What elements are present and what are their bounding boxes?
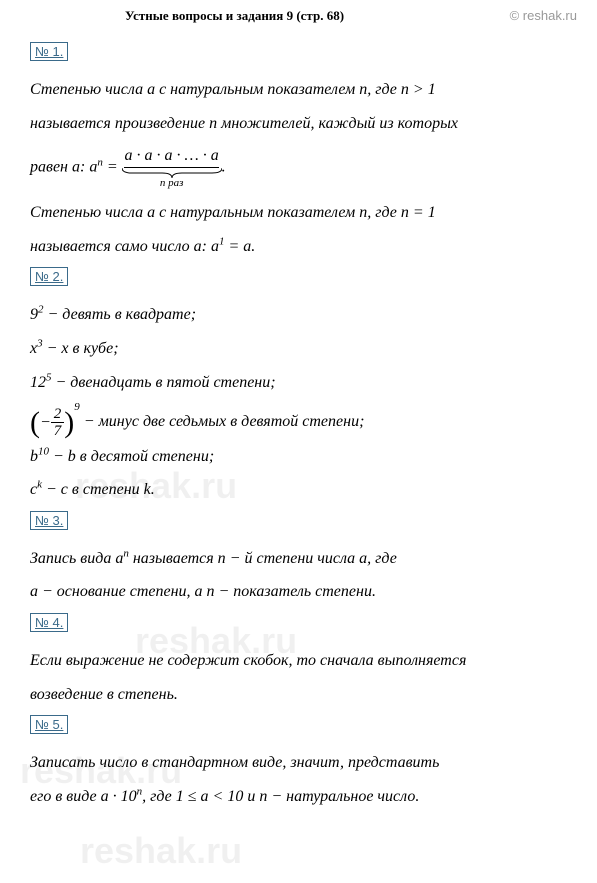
- fraction: 2 7: [51, 406, 65, 440]
- p2-line3: 125 − двенадцать в пятой степени;: [30, 366, 577, 400]
- p2-line2: x3 − x в кубе;: [30, 332, 577, 366]
- paren-left: (: [30, 408, 40, 438]
- p5-line2-prefix: его в виде a · 10: [30, 788, 137, 805]
- problem-4: № 4. Если выражение не содержит скобок, …: [30, 613, 577, 711]
- p4-line1: Если выражение не содержит скобок, то сн…: [30, 644, 577, 678]
- underbrace-content: a · a · a · … · a: [124, 146, 218, 168]
- p3-line2: a − основание степени, а n − показатель …: [30, 575, 577, 609]
- paren-right: ): [64, 408, 74, 438]
- p4-line2: возведение в степень.: [30, 678, 577, 712]
- p3-line1-suffix: называется n − й степени числа a, где: [129, 550, 397, 567]
- p2-l3-text: − двенадцать в пятой степени;: [52, 374, 276, 391]
- problem-1: № 1. Степенью числа a с натуральным пока…: [30, 42, 577, 263]
- p1-formula: равен a: an = a · a · a · … · a n раз .: [30, 146, 577, 190]
- p2-l5-base: b: [30, 448, 38, 465]
- problem-label-2: № 2.: [30, 267, 68, 286]
- p2-l5-text: − b в десятой степени;: [49, 448, 214, 465]
- p2-line6: ck − c в степени k.: [30, 473, 577, 507]
- problem-label-4: № 4.: [30, 613, 68, 632]
- p3-line1-prefix: Запись вида a: [30, 550, 123, 567]
- p1-eq: =: [103, 159, 122, 176]
- p1-line1: Степенью числа a с натуральным показател…: [30, 73, 577, 107]
- period: .: [222, 159, 226, 176]
- p2-line1: 92 − девять в квадрате;: [30, 298, 577, 332]
- problem-label-5: № 5.: [30, 715, 68, 734]
- p2-line5: b10 − b в десятой степени;: [30, 440, 577, 474]
- p1-line5-suffix: = a.: [224, 238, 255, 255]
- minus-sign: −: [40, 410, 51, 436]
- problem-3: № 3. Запись вида an называется n − й сте…: [30, 511, 577, 609]
- p2-l3-base: 12: [30, 374, 46, 391]
- p2-l2-text: − x в кубе;: [43, 340, 119, 357]
- numerator: 2: [51, 406, 65, 424]
- p2-l5-exp: 10: [38, 445, 49, 457]
- watermark: reshak.ru: [80, 830, 242, 872]
- p2-l6-text: − c в степени k.: [42, 481, 155, 498]
- p1-line5: называется само число a: a1 = a.: [30, 230, 577, 264]
- copyright-label: © reshak.ru: [510, 8, 577, 23]
- problem-label-3: № 3.: [30, 511, 68, 530]
- p1-line5-prefix: называется само число a: a: [30, 238, 219, 255]
- p2-l4-text: − минус две седьмых в девятой степени;: [80, 413, 365, 430]
- p2-l4-exp: 9: [74, 401, 80, 413]
- underbrace: a · a · a · … · a n раз: [122, 146, 222, 190]
- header: Устные вопросы и задания 9 (стр. 68) © r…: [30, 8, 577, 24]
- underbrace-label: n раз: [160, 176, 184, 190]
- problem-5: № 5. Записать число в стандартном виде, …: [30, 715, 577, 813]
- denominator: 7: [51, 423, 65, 440]
- p1-line4: Степенью числа a с натуральным показател…: [30, 196, 577, 230]
- p2-l1-text: − девять в квадрате;: [44, 306, 197, 323]
- p3-line1: Запись вида an называется n − й степени …: [30, 542, 577, 576]
- page-title: Устные вопросы и задания 9 (стр. 68): [125, 8, 344, 24]
- p5-line1: Записать число в стандартном виде, значи…: [30, 746, 577, 780]
- problem-label-1: № 1.: [30, 42, 68, 61]
- p2-line4: ( − 2 7 ) 9 − минус две седьмых в девято…: [30, 399, 577, 439]
- p2-l1-base: 9: [30, 306, 38, 323]
- p1-line2: называется произведение n множителей, ка…: [30, 107, 577, 141]
- fraction-expr: ( − 2 7 ): [30, 406, 74, 440]
- p5-line2-suffix: , где 1 ≤ a < 10 и n − натуральное число…: [142, 788, 419, 805]
- p1-line3-prefix: равен a: a: [30, 159, 97, 176]
- problem-2: № 2. 92 − девять в квадрате; x3 − x в ку…: [30, 267, 577, 506]
- p5-line2: его в виде a · 10n, где 1 ≤ a < 10 и n −…: [30, 780, 577, 814]
